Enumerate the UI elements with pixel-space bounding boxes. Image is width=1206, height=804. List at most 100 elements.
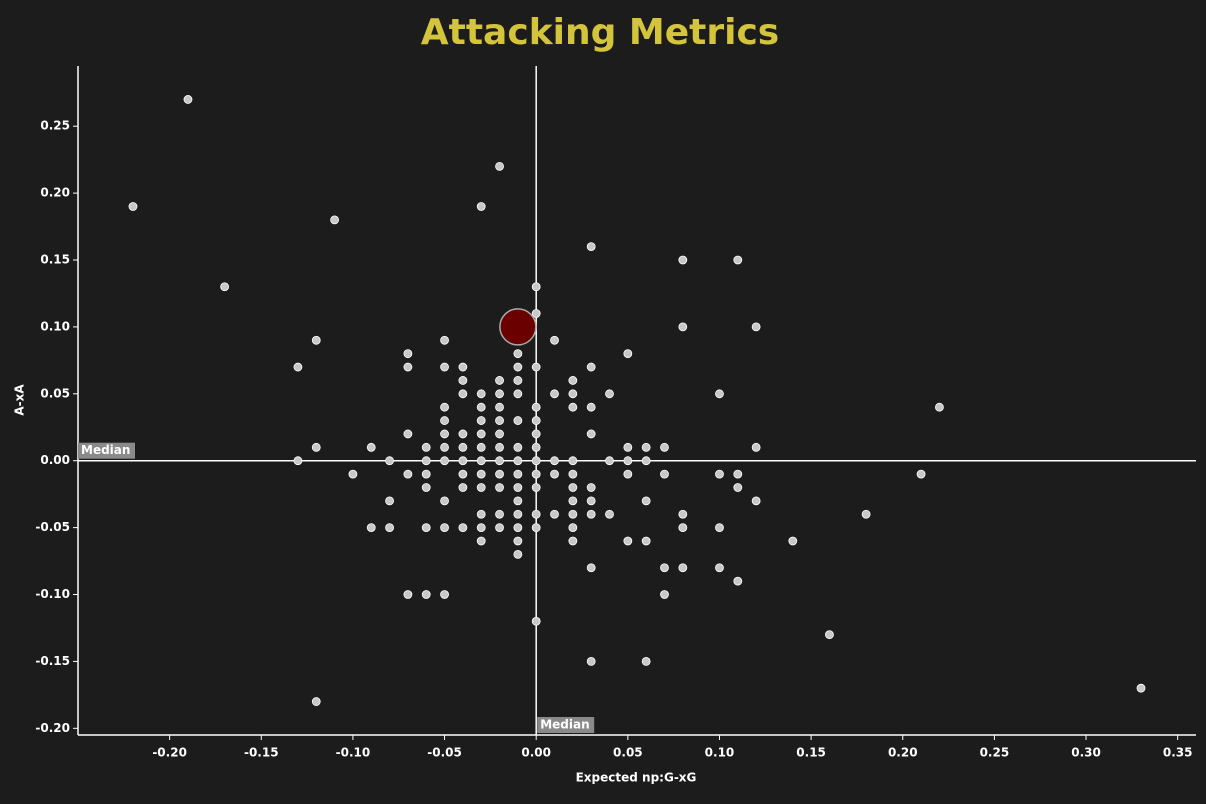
point <box>550 469 559 479</box>
point <box>623 442 633 452</box>
y-tick-label: 0.25 <box>40 119 70 133</box>
point <box>421 442 431 452</box>
point <box>733 576 743 586</box>
point <box>1136 683 1146 693</box>
x-tick-label: 0.30 <box>1071 746 1101 760</box>
point <box>513 442 523 452</box>
point <box>641 536 651 546</box>
point <box>495 442 504 452</box>
point <box>513 523 523 533</box>
point <box>495 523 504 533</box>
point <box>513 389 523 399</box>
point <box>531 456 541 466</box>
point <box>623 456 633 466</box>
point <box>440 523 449 533</box>
point <box>531 509 541 519</box>
point <box>440 335 449 345</box>
point <box>476 536 486 546</box>
x-tick-label: 0.20 <box>888 746 918 760</box>
point <box>495 456 504 466</box>
point <box>476 469 486 479</box>
point <box>476 483 486 492</box>
point <box>678 563 688 573</box>
point <box>403 429 413 439</box>
point <box>586 496 596 506</box>
y-tick-label: -0.15 <box>35 654 70 668</box>
point <box>311 697 321 706</box>
point <box>440 402 449 412</box>
x-axis-title: Expected np:G-xG <box>576 771 697 785</box>
point <box>495 376 504 385</box>
point <box>531 523 541 533</box>
median-label: Median <box>540 718 589 732</box>
point <box>421 523 431 533</box>
point <box>733 469 743 479</box>
point <box>458 442 468 452</box>
point <box>458 483 468 492</box>
point <box>458 362 468 372</box>
point <box>586 509 596 519</box>
y-tick-label: 0.15 <box>40 253 70 267</box>
point <box>495 389 504 399</box>
point <box>495 469 504 479</box>
point <box>495 429 504 439</box>
point <box>586 242 596 252</box>
point <box>458 456 468 466</box>
point <box>476 389 486 399</box>
y-tick-label: 0.00 <box>40 453 70 467</box>
point <box>458 469 468 479</box>
point <box>440 496 449 506</box>
point <box>715 469 724 479</box>
y-tick-label: -0.05 <box>35 520 70 534</box>
point <box>513 349 523 359</box>
point <box>128 202 138 211</box>
point <box>495 161 504 171</box>
point <box>495 483 504 492</box>
y-tick-label: 0.20 <box>40 186 70 200</box>
point <box>935 402 944 412</box>
point <box>458 376 468 385</box>
point <box>440 456 449 466</box>
point <box>678 509 688 519</box>
point <box>513 376 523 385</box>
point <box>623 536 633 546</box>
point <box>513 496 523 506</box>
point <box>641 496 651 506</box>
point <box>421 590 431 599</box>
point <box>660 563 669 573</box>
point <box>513 483 523 492</box>
x-tick-label: 0.10 <box>705 746 735 760</box>
x-tick-label: 0.25 <box>980 746 1010 760</box>
point <box>733 255 743 265</box>
x-tick-label: -0.05 <box>427 746 462 760</box>
point <box>476 202 486 211</box>
point <box>513 509 523 519</box>
point <box>825 630 834 640</box>
point <box>458 429 468 439</box>
point <box>403 349 413 359</box>
point <box>531 442 541 452</box>
x-tick-label: 0.35 <box>1163 746 1193 760</box>
point <box>586 429 596 439</box>
point <box>641 657 651 666</box>
point <box>440 590 449 599</box>
point <box>568 402 578 412</box>
point <box>531 616 541 626</box>
point <box>568 469 578 479</box>
point <box>293 362 303 372</box>
point <box>403 469 413 479</box>
point <box>513 536 523 546</box>
point <box>495 416 504 425</box>
x-tick-label: -0.15 <box>244 746 279 760</box>
point <box>440 362 449 372</box>
point <box>421 469 431 479</box>
point <box>311 335 321 345</box>
point <box>513 416 523 425</box>
point <box>715 389 724 399</box>
point <box>550 509 559 519</box>
point <box>531 469 541 479</box>
point <box>678 255 688 265</box>
point <box>605 389 614 399</box>
point <box>366 442 376 452</box>
